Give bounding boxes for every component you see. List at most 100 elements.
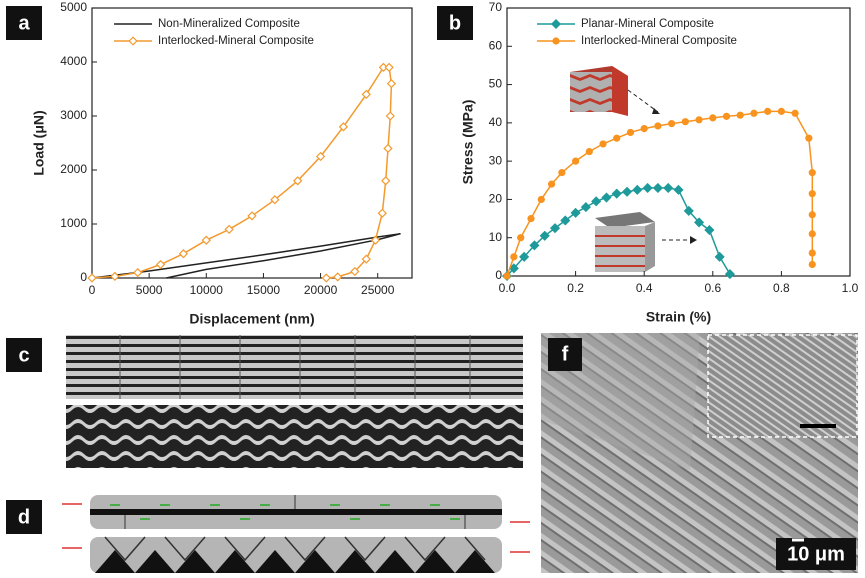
point [178, 249, 189, 259]
y-tick-label: 60 [489, 38, 503, 52]
point [361, 254, 371, 264]
y-tick-label: 0 [80, 270, 87, 284]
point [736, 111, 744, 119]
panel-label-box [6, 500, 42, 534]
point [503, 272, 511, 280]
point [673, 184, 684, 195]
legend-label: Non-Mineralized Composite [158, 18, 300, 30]
x-tick-label: 0.0 [499, 281, 516, 295]
series-line [506, 110, 814, 277]
point [547, 180, 556, 188]
point [539, 230, 550, 241]
x-tick-label: 0 [89, 283, 96, 297]
planar-model [62, 495, 530, 529]
point [315, 151, 326, 162]
panel-label: d [18, 506, 30, 528]
point [683, 205, 694, 216]
x-tick-label: 0.6 [704, 281, 721, 295]
scale-bar-label: 10 μm [787, 543, 845, 565]
y-axis-title: Load (μN) [31, 110, 47, 175]
point [585, 147, 593, 156]
point [558, 169, 566, 177]
point [110, 271, 120, 282]
point [384, 62, 394, 73]
x-tick-label: 1.0 [842, 281, 859, 295]
point [808, 169, 816, 177]
series-line [91, 232, 401, 279]
point [808, 230, 816, 238]
legend-label: Planar-Mineral Composite [581, 18, 714, 30]
interlocked-model [62, 536, 530, 573]
point [333, 272, 343, 282]
x-tick-label: 0.2 [567, 281, 584, 295]
interlocked-cube-icon [570, 66, 660, 116]
interlocked-structure [66, 405, 523, 468]
y-tick-label: 2000 [60, 162, 87, 176]
point [668, 120, 676, 128]
point [808, 260, 816, 269]
legend-marker [128, 36, 138, 46]
planar-structure [66, 335, 523, 399]
y-tick-label: 20 [489, 192, 503, 206]
point [714, 251, 725, 262]
point [681, 118, 689, 126]
panel-label: f [562, 343, 569, 365]
panel-label: a [18, 12, 30, 34]
point [519, 251, 530, 262]
point [599, 140, 607, 148]
point [377, 208, 387, 218]
point [695, 116, 703, 124]
point [383, 143, 393, 154]
y-tick-label: 1000 [60, 216, 87, 230]
point [386, 78, 397, 89]
x-axis-title: Strain (%) [646, 309, 711, 325]
point [224, 224, 234, 235]
point [381, 176, 391, 186]
point [201, 235, 211, 245]
point [709, 114, 717, 122]
y-tick-label: 30 [489, 153, 503, 167]
point [350, 266, 360, 277]
point [87, 273, 97, 283]
legend-marker [550, 18, 562, 30]
point [601, 192, 612, 203]
point [370, 235, 381, 245]
y-tick-label: 4000 [60, 54, 87, 68]
x-tick-label: 20000 [304, 283, 338, 297]
panel-label-box [437, 6, 473, 40]
point [663, 182, 674, 193]
scale-bar-box [776, 538, 856, 570]
y-tick-label: 5000 [60, 0, 87, 14]
point [321, 273, 331, 283]
plot-frame [506, 7, 851, 277]
point [580, 202, 591, 213]
point [704, 225, 715, 236]
point [270, 195, 280, 205]
y-tick-label: 0 [495, 268, 502, 282]
point [570, 207, 581, 218]
legend-label: Interlocked-Mineral Composite [581, 35, 737, 47]
y-tick-label: 10 [489, 230, 503, 244]
point [724, 269, 735, 280]
point [591, 196, 602, 207]
point [361, 89, 371, 100]
panel-label: c [18, 344, 29, 366]
point [611, 188, 622, 199]
panel-label-box [6, 338, 42, 372]
point [527, 214, 535, 223]
point [764, 107, 772, 115]
point [750, 109, 758, 117]
point [632, 184, 643, 195]
point [133, 267, 143, 278]
x-tick-label: 5000 [136, 283, 163, 297]
point [805, 134, 813, 142]
segment-lines [119, 335, 471, 399]
x-axis-title: Displacement (nm) [189, 311, 314, 327]
y-tick-label: 70 [489, 0, 503, 14]
planar-cube-icon [595, 212, 697, 272]
point [652, 182, 663, 193]
point [155, 259, 166, 270]
y-tick-label: 50 [489, 77, 503, 91]
